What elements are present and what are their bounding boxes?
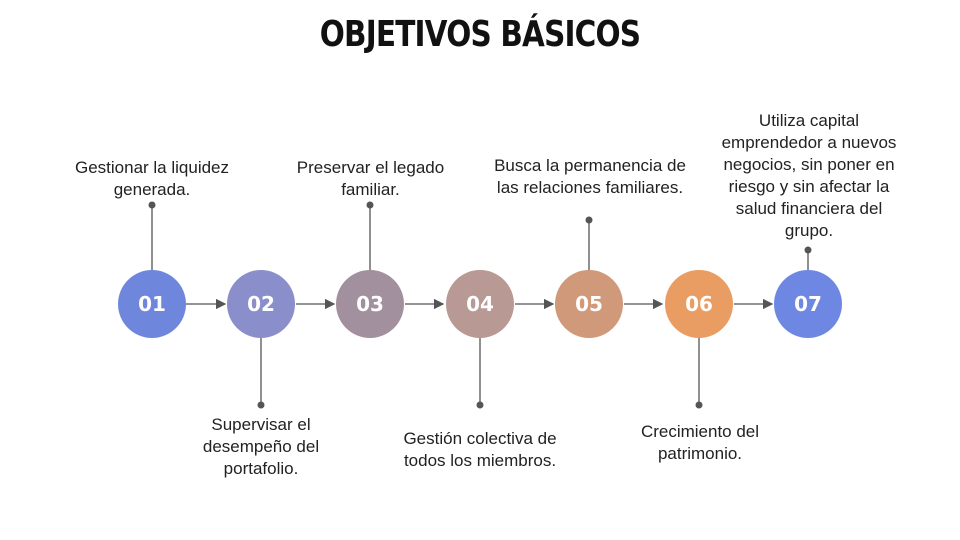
- step-label-04: Gestión colectiva de todos los miembros.: [403, 429, 557, 470]
- dot-03: [366, 201, 374, 209]
- step-node-05: 05: [555, 270, 623, 338]
- dot-04: [476, 401, 484, 409]
- step-node-02: 02: [227, 270, 295, 338]
- step-node-04: 04: [446, 270, 514, 338]
- dot-01: [148, 201, 156, 209]
- dot-06: [695, 401, 703, 409]
- step-label-06: Crecimiento del patrimonio.: [640, 422, 760, 463]
- step-label-03: Preservar el legado familiar.: [296, 158, 445, 199]
- step-node-07: 07: [774, 270, 842, 338]
- dot-05: [585, 216, 593, 224]
- dot-07: [804, 246, 812, 254]
- step-node-03: 03: [336, 270, 404, 338]
- dot-02: [257, 401, 265, 409]
- step-label-02: Supervisar el desempeño del portafolio.: [202, 415, 320, 478]
- step-label-07: Utiliza capital emprendedor a nuevos neg…: [721, 111, 897, 240]
- step-node-06: 06: [665, 270, 733, 338]
- step-label-05: Busca la permanencia de las relaciones f…: [494, 156, 686, 197]
- step-node-01: 01: [118, 270, 186, 338]
- page-title: OBJETIVOS BÁSICOS: [319, 14, 641, 55]
- step-label-01: Gestionar la liquidez generada.: [74, 158, 230, 199]
